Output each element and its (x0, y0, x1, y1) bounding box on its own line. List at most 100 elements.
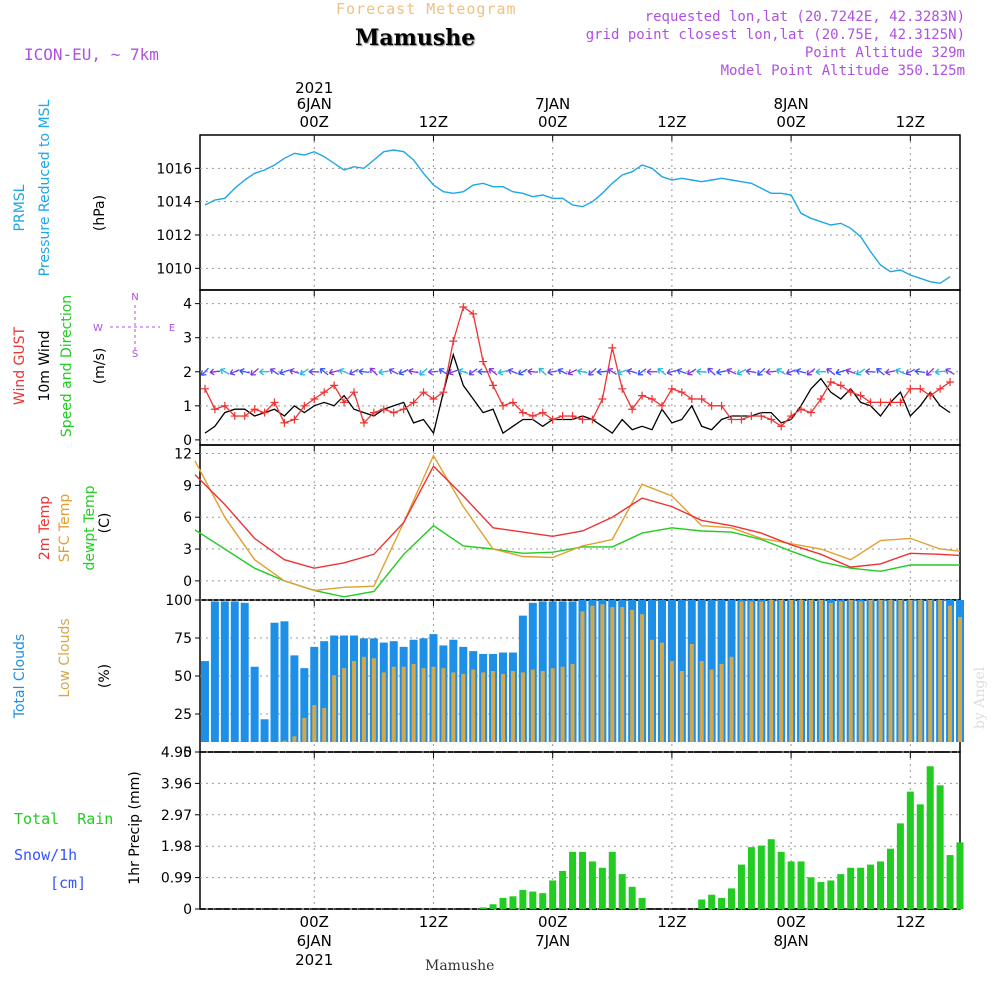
precip-ytick-label: 0 (183, 902, 192, 918)
wind-direction-arrow (349, 368, 359, 376)
low-clouds-bar (312, 705, 317, 742)
rain-bar (926, 766, 934, 909)
wind-direction-arrow (488, 368, 498, 376)
rain-bar (628, 886, 636, 909)
panel-frame-0 (199, 134, 961, 291)
rain-bar (946, 855, 954, 909)
rain-bar (817, 882, 825, 909)
low-clouds-bar (779, 600, 784, 742)
top-hour-label: 00Z (300, 113, 329, 131)
low-clouds-bar (600, 604, 605, 742)
precip-ytick-label: 0.99 (161, 871, 192, 887)
rain-bar (857, 867, 865, 909)
bottom-hour-label: 12Z (657, 913, 686, 931)
low-clouds-bar (948, 605, 953, 742)
wind-direction-arrow (646, 368, 658, 376)
wind-direction-arrow (408, 368, 419, 375)
rain-bar (877, 861, 885, 909)
bottom-date-label: 8JAN (774, 932, 809, 950)
clouds-ytick-label: 50 (174, 669, 192, 685)
clouds-ytick-label: 100 (165, 593, 192, 609)
wind-gust-marker (578, 415, 587, 424)
rain-bar (608, 851, 616, 909)
low-clouds-bar (669, 661, 674, 742)
wind-gust-marker (936, 384, 945, 393)
wind-gust-marker (320, 388, 329, 397)
low-clouds-bar (371, 658, 376, 742)
total-clouds-bar (320, 641, 329, 742)
wind-direction-arrow (845, 367, 856, 375)
low-clouds-bar (391, 666, 396, 742)
temp-ytick-label: 0 (183, 574, 192, 590)
wind-gust-marker (340, 398, 349, 407)
pressure-line (204, 149, 951, 285)
wind-gust-marker (787, 412, 796, 421)
wind-gust-marker (399, 405, 408, 414)
precip-ytick-label: 4.95 (161, 745, 192, 761)
total-clouds-bar (260, 719, 269, 742)
wind-direction-arrow (707, 367, 716, 376)
total-rain-label: Total Rain (14, 810, 114, 828)
rain-bar (569, 851, 577, 909)
wind-direction-arrow (826, 368, 836, 376)
wind-gust-marker (260, 408, 269, 417)
low-clouds-bar (481, 672, 486, 742)
rain-bar (807, 877, 815, 909)
low-clouds-bar (471, 669, 476, 742)
wind-10m-label: 10m Wind (37, 330, 53, 402)
low-clouds-bar (689, 644, 694, 742)
wind-direction-arrow (557, 367, 568, 375)
wind-gust-marker (687, 395, 696, 404)
low-clouds-bar (958, 617, 962, 742)
rain-bar (847, 867, 855, 909)
wind-gust-marker (747, 412, 756, 421)
wind-gust-marker (757, 412, 766, 421)
clouds-unit: (%) (97, 663, 113, 689)
wind-gust-marker (836, 381, 845, 390)
total-clouds-bar (220, 601, 229, 742)
rain-bar (519, 889, 527, 909)
wind-gust-marker (896, 398, 905, 407)
wind-direction-arrow (795, 367, 807, 375)
bottom-hour-label: 00Z (538, 913, 567, 931)
wind-gust-marker (359, 418, 368, 427)
pressure-ytick-label: 1014 (156, 195, 192, 211)
compass-s: S (132, 349, 138, 360)
rain-bar (698, 899, 706, 909)
low-clouds-bar (699, 661, 704, 742)
wind-gust-marker (667, 384, 676, 393)
wind-direction-arrow (676, 367, 687, 375)
low-clouds-bar (620, 607, 625, 742)
footer-location: Mamushe (425, 958, 495, 974)
low-clouds-bar (679, 671, 684, 742)
wind-gust-marker (568, 412, 577, 421)
low-clouds-bar (938, 600, 943, 742)
wind-gust-marker (717, 401, 726, 410)
total-clouds-bar (210, 601, 219, 742)
pressure-label-1: PRMSL (12, 184, 28, 232)
wind-direction-arrow (588, 367, 597, 376)
top-hour-label: 12Z (896, 113, 925, 131)
precip-unit: 1hr Precip (mm) (127, 771, 143, 885)
wind-gust-marker (409, 398, 418, 407)
wind-gust-marker (777, 422, 786, 431)
bottom-hour-label: 12Z (896, 913, 925, 931)
low-clouds-bar (381, 672, 386, 742)
wind-gust-marker (826, 377, 835, 386)
wind-gust-marker (528, 412, 537, 421)
requested-coords: requested lon,lat (20.7242E, 42.3283N) (644, 9, 965, 25)
temp-2m-label: 2m Temp (37, 495, 53, 561)
rain-bar (757, 845, 765, 909)
wind-gust-marker (618, 384, 627, 393)
temp-unit: (C) (97, 512, 113, 534)
model-name: ICON-EU, ~ 7km (24, 45, 159, 64)
wind-gust-marker (737, 415, 746, 424)
wind-direction-arrow (626, 367, 638, 375)
low-clouds-bar (928, 600, 933, 742)
wind-direction-arrow (757, 367, 766, 376)
wind-gust-marker (200, 384, 209, 393)
wind-gust-marker (707, 401, 716, 410)
wind-direction-arrow (259, 368, 270, 376)
wind-gust-marker (608, 343, 617, 352)
